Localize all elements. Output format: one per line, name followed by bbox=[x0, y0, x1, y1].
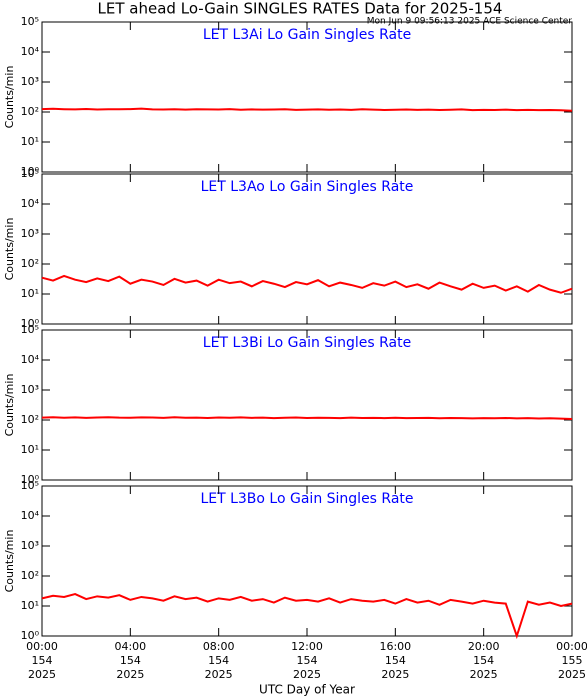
x-tick-label: 04:00 bbox=[114, 640, 146, 653]
x-tick-label: 2025 bbox=[28, 668, 56, 681]
plot-frame bbox=[41, 173, 573, 325]
x-tick-label: 154 bbox=[120, 654, 141, 667]
plot-frame bbox=[41, 21, 573, 173]
x-tick-label: 12:00 bbox=[291, 640, 323, 653]
y-tick-label: 10² bbox=[21, 413, 39, 426]
panel-title: LET L3Bo Lo Gain Singles Rate bbox=[200, 491, 413, 507]
panel-title: LET L3Ao Lo Gain Singles Rate bbox=[201, 179, 414, 195]
y-tick-label: 10⁵ bbox=[21, 15, 39, 28]
y-tick-label: 10³ bbox=[21, 75, 39, 88]
y-tick-label: 10³ bbox=[21, 383, 39, 396]
y-axis-label: Counts/min bbox=[3, 218, 16, 281]
y-tick-label: 10⁴ bbox=[21, 45, 40, 58]
y-axis-label: Counts/min bbox=[3, 66, 16, 129]
plot-frame bbox=[41, 329, 573, 481]
y-tick-label: 10² bbox=[21, 569, 39, 582]
x-tick-label: 2025 bbox=[470, 668, 498, 681]
x-tick-label: 154 bbox=[297, 654, 318, 667]
y-tick-label: 10⁵ bbox=[21, 479, 39, 492]
x-tick-label: 154 bbox=[385, 654, 406, 667]
data-line bbox=[41, 416, 573, 420]
x-tick-label: 154 bbox=[32, 654, 53, 667]
data-line bbox=[41, 274, 573, 294]
x-tick-label: 154 bbox=[473, 654, 494, 667]
panel-title: LET L3Bi Lo Gain Singles Rate bbox=[203, 335, 411, 351]
x-tick-label: 2025 bbox=[205, 668, 233, 681]
y-tick-label: 10¹ bbox=[21, 443, 39, 456]
y-tick-label: 10⁰ bbox=[21, 317, 40, 330]
y-tick-label: 10¹ bbox=[21, 135, 39, 148]
y-tick-label: 10³ bbox=[21, 227, 39, 240]
y-tick-label: 10² bbox=[21, 257, 39, 270]
page-title: LET ahead Lo-Gain SINGLES RATES Data for… bbox=[98, 0, 503, 18]
x-tick-label: 16:00 bbox=[379, 640, 411, 653]
x-tick-label: 2025 bbox=[558, 668, 586, 681]
x-tick-label: 155 bbox=[562, 654, 583, 667]
y-tick-label: 10⁴ bbox=[21, 353, 40, 366]
y-tick-label: 10² bbox=[21, 105, 39, 118]
y-tick-label: 10⁰ bbox=[21, 165, 40, 178]
x-axis-label: UTC Day of Year bbox=[259, 683, 355, 697]
x-tick-label: 154 bbox=[208, 654, 229, 667]
x-tick-label: 2025 bbox=[381, 668, 409, 681]
y-tick-label: 10⁰ bbox=[21, 473, 40, 486]
y-tick-label: 10⁴ bbox=[21, 197, 40, 210]
y-tick-label: 10¹ bbox=[21, 599, 39, 612]
x-tick-label: 00:00 bbox=[556, 640, 587, 653]
x-tick-label: 00:00 bbox=[26, 640, 58, 653]
y-tick-label: 10⁵ bbox=[21, 167, 39, 180]
y-tick-label: 10⁰ bbox=[21, 629, 40, 642]
data-line bbox=[41, 107, 573, 112]
y-tick-label: 10⁵ bbox=[21, 323, 39, 336]
panel-title: LET L3Ai Lo Gain Singles Rate bbox=[203, 27, 411, 43]
y-tick-label: 10³ bbox=[21, 539, 39, 552]
y-tick-label: 10⁴ bbox=[21, 509, 40, 522]
x-tick-label: 08:00 bbox=[203, 640, 235, 653]
plot-frame bbox=[41, 485, 573, 637]
y-axis-label: Counts/min bbox=[3, 530, 16, 593]
x-tick-label: 2025 bbox=[116, 668, 144, 681]
y-tick-label: 10¹ bbox=[21, 287, 39, 300]
y-axis-label: Counts/min bbox=[3, 374, 16, 437]
x-tick-label: 2025 bbox=[293, 668, 321, 681]
data-line bbox=[41, 593, 573, 640]
x-tick-label: 20:00 bbox=[468, 640, 500, 653]
